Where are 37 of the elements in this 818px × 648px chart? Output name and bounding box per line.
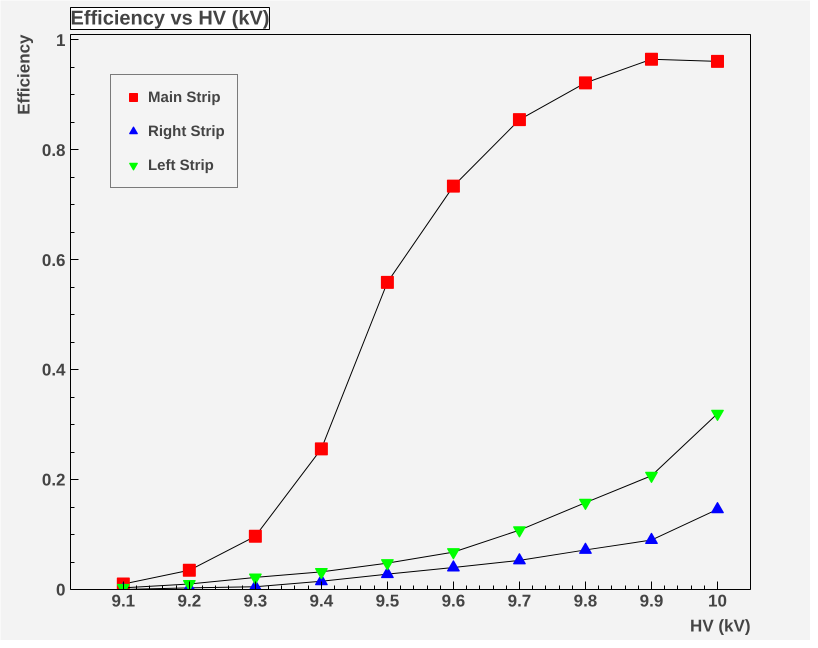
- point: [710, 502, 724, 514]
- y-tick-label: 0.4: [42, 360, 66, 380]
- x-tick-label: 9.8: [574, 592, 598, 610]
- x-tick-label: 9.6: [442, 592, 466, 610]
- legend-label: Main Strip: [148, 88, 221, 106]
- point: [248, 530, 262, 543]
- x-tick-label: 9.2: [178, 592, 202, 610]
- point: [512, 113, 526, 126]
- x-tick-label: 9.7: [508, 592, 532, 610]
- y-tick-label: 0: [56, 580, 66, 600]
- point: [644, 52, 658, 66]
- x-tick-label: 9.1: [112, 592, 136, 610]
- point: [446, 180, 460, 193]
- point: [446, 560, 460, 572]
- point: [710, 54, 724, 68]
- y-tick-label: 0.2: [42, 470, 66, 490]
- chart-title: Efficiency vs HV (kV): [70, 8, 270, 30]
- legend-label: Left Strip: [148, 156, 214, 174]
- point: [578, 76, 592, 90]
- point: [578, 542, 592, 554]
- point: [314, 442, 328, 456]
- x-tick-label: 9.4: [310, 592, 334, 610]
- point: [512, 552, 526, 564]
- y-tick-label: 0.8: [42, 140, 66, 160]
- legend-label: Right Strip: [148, 122, 225, 140]
- x-tick-label: 9.5: [376, 592, 400, 610]
- x-axis-title: HV (kV): [690, 616, 751, 636]
- x-tick-label: 9.9: [640, 592, 664, 610]
- point: [380, 566, 394, 578]
- point: [644, 532, 658, 544]
- x-tick-label: 9.3: [244, 592, 268, 610]
- y-axis-title: Efficiency: [14, 34, 34, 115]
- point: [380, 276, 394, 289]
- y-tick-label: 1: [56, 30, 66, 50]
- point: [182, 564, 196, 577]
- x-tick-label: 10: [708, 592, 727, 610]
- y-tick-label: 0.6: [42, 250, 66, 270]
